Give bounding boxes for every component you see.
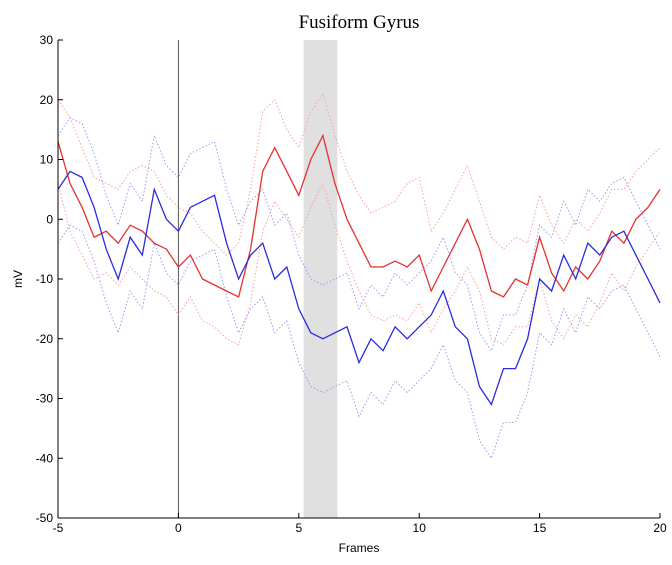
y-axis-label: mV	[11, 270, 25, 288]
y-tick-label: 30	[40, 33, 54, 47]
y-tick-label: 20	[40, 93, 54, 107]
interval-line	[57, 92, 661, 256]
x-tick-label: 5	[295, 521, 302, 535]
y-tick-label: -20	[36, 332, 54, 346]
y-tick-label: -40	[36, 451, 54, 465]
y-tick-label: -30	[36, 392, 54, 406]
interval-line	[57, 224, 661, 460]
x-tick-label: 0	[175, 521, 182, 535]
y-tick-label: 0	[46, 212, 53, 226]
x-axis-label: Frames	[339, 541, 380, 555]
y-tick-label: -10	[36, 272, 54, 286]
highlight-band	[303, 40, 338, 518]
chart-title: Fusiform Gyrus	[299, 12, 420, 33]
mean-line	[57, 170, 661, 406]
y-tick-label: -50	[36, 511, 54, 525]
x-tick-label: 10	[413, 521, 427, 535]
x-tick-label: -5	[53, 521, 64, 535]
x-tick-label: 15	[533, 521, 547, 535]
x-tick-label: 20	[653, 521, 667, 535]
interval-line	[57, 117, 661, 352]
mean-line	[57, 133, 661, 298]
interval-line	[57, 182, 661, 346]
y-tick-label: 10	[40, 153, 54, 167]
